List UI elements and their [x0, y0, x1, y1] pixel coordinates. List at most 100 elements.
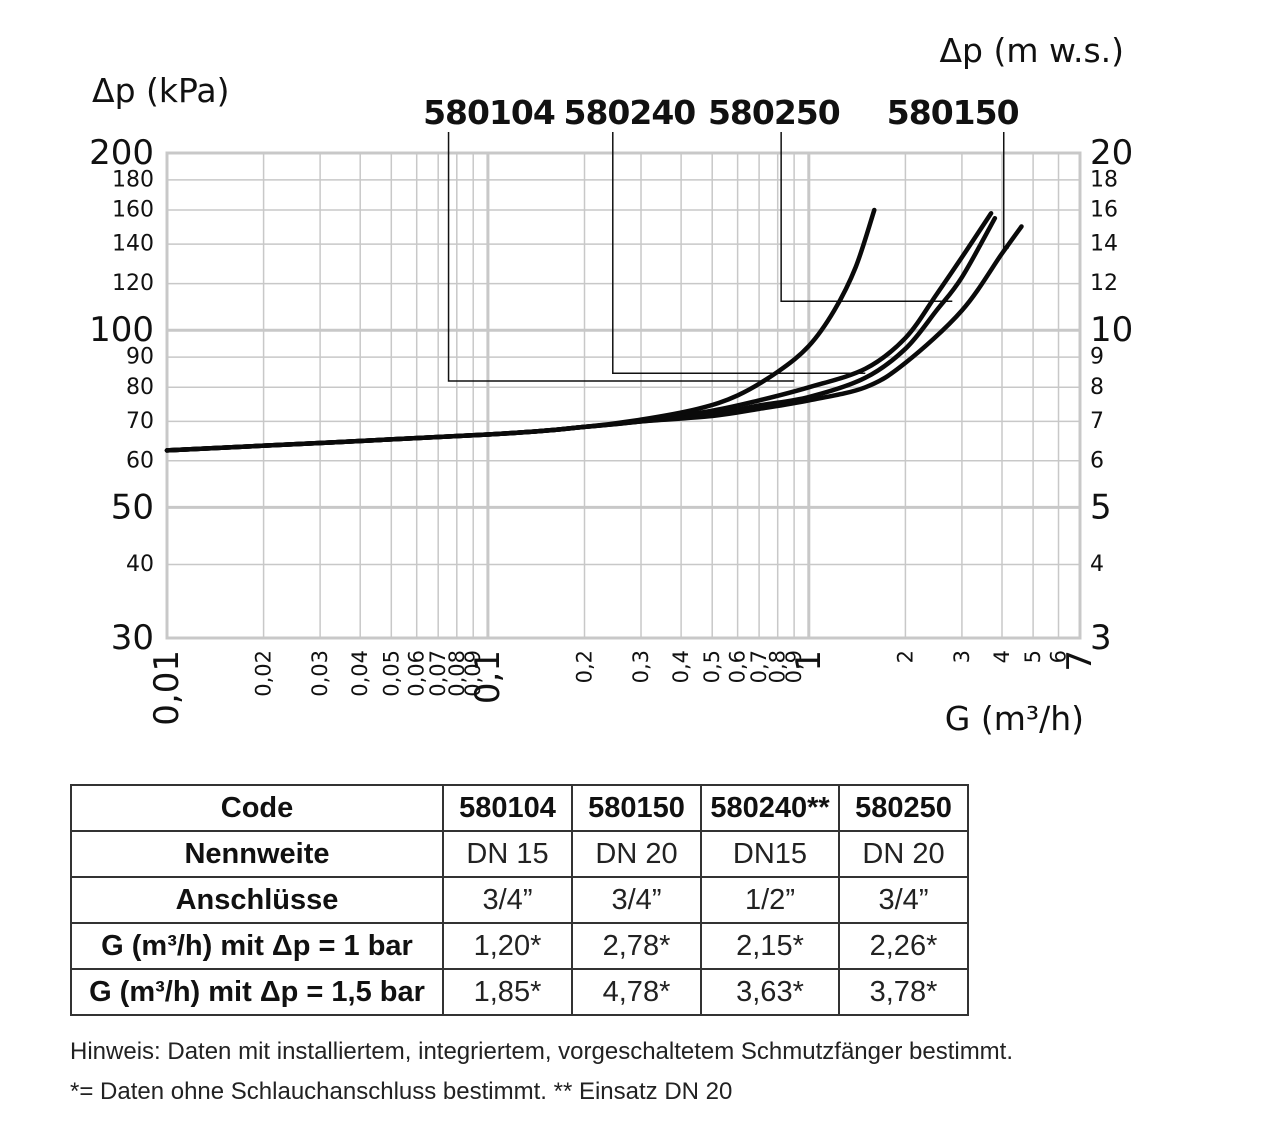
- table-cell: 4,78*: [571, 968, 702, 1016]
- table-header-cell: 580240**: [700, 784, 840, 832]
- table-cell: 3,63*: [700, 968, 840, 1016]
- table-cell: 1,20*: [442, 922, 573, 970]
- plot-frame: [165, 151, 1082, 640]
- x-tick-label: 0,02: [252, 650, 276, 697]
- table-row: G (m³/h) mit Δp = 1,5 bar 1,85* 4,78* 3,…: [70, 968, 969, 1016]
- table-header-cell: 580150: [571, 784, 702, 832]
- x-tick-label: 0,05: [379, 650, 403, 697]
- x-tick-label: 0,01: [147, 650, 187, 726]
- x-tick-label: 0,2: [573, 650, 597, 683]
- x-tick-label: 6: [1047, 650, 1071, 663]
- table-header-cell: 580250: [838, 784, 969, 832]
- table-header-code: Code: [70, 784, 444, 832]
- y2-tick-label: 10: [1090, 310, 1133, 350]
- y-tick-label: 140: [112, 232, 154, 257]
- table-cell: 3,78*: [838, 968, 969, 1016]
- x-tick-label: 0,09: [461, 650, 485, 697]
- y2-tick-label: 7: [1090, 409, 1104, 434]
- code-leader-lines: [447, 132, 1009, 382]
- x-tick-label: 7: [1060, 650, 1100, 672]
- leader-line-580240: [612, 132, 866, 375]
- y-tick-label: 60: [126, 448, 154, 473]
- y2-tick-label: 5: [1090, 487, 1112, 527]
- table-cell: 1/2”: [700, 876, 840, 924]
- y2-tick-label: 18: [1090, 167, 1118, 192]
- leader-line-580104: [447, 132, 795, 382]
- x-tick-label: 0,07: [426, 650, 450, 697]
- x-tick-label: 0,6: [726, 650, 750, 683]
- y-tick-label: 30: [111, 618, 154, 658]
- y-tick-label: 160: [112, 198, 154, 223]
- note-line-2: *= Daten ohne Schlauchanschluss bestimmt…: [70, 1078, 733, 1105]
- y2-tick-label: 3: [1090, 618, 1112, 658]
- code-label: 580150: [887, 93, 1019, 132]
- x-tick-label: 1: [789, 650, 829, 672]
- y-tick-label: 40: [126, 552, 154, 577]
- y2-tick-label: 16: [1090, 198, 1118, 223]
- spec-table: Code 580104 580150 580240** 580250 Nennw…: [70, 784, 969, 1016]
- table-cell: DN 20: [571, 830, 702, 878]
- x-tick-label: 0,03: [308, 650, 332, 697]
- table-cell: DN15: [700, 830, 840, 878]
- y-tick-label: 80: [126, 375, 154, 400]
- table-row-label: G (m³/h) mit Δp = 1,5 bar: [70, 968, 444, 1016]
- note-line-1: Hinweis: Daten mit installiertem, integr…: [70, 1038, 1014, 1065]
- table-cell: 2,15*: [700, 922, 840, 970]
- code-label: 580250: [708, 93, 840, 132]
- table-cell: 2,78*: [571, 922, 702, 970]
- table-cell: 3/4”: [838, 876, 969, 924]
- y-tick-label: 200: [89, 133, 154, 173]
- table-cell: DN 15: [442, 830, 573, 878]
- y-tick-label: 100: [89, 310, 154, 350]
- chart-series: [164, 207, 1024, 453]
- x-tick-label: 0,04: [348, 650, 372, 697]
- y-tick-label: 120: [112, 271, 154, 296]
- x-tick-label: 0,9: [782, 650, 806, 683]
- leader-line-580150: [1002, 132, 1009, 249]
- series-line-580240: [164, 211, 994, 453]
- table-row: G (m³/h) mit Δp = 1 bar 1,20* 2,78* 2,15…: [70, 922, 969, 970]
- y2-tick-label: 12: [1090, 271, 1118, 296]
- table-row-label: Anschlüsse: [70, 876, 444, 924]
- x-tick-label: 0,8: [766, 650, 790, 683]
- y-tick-label: 90: [126, 345, 154, 370]
- x-axis-title: G (m³/h): [945, 699, 1084, 738]
- table-row-label: G (m³/h) mit Δp = 1 bar: [70, 922, 444, 970]
- table-row-label: Nennweite: [70, 830, 444, 878]
- x-tick-label: 0,1: [468, 650, 508, 704]
- table-cell: 2,26*: [838, 922, 969, 970]
- x-tick-label: 0,3: [629, 650, 653, 683]
- y2-axis-title: Δp (m w.s.): [939, 31, 1124, 70]
- y2-tick-label: 9: [1090, 345, 1104, 370]
- x-tick-label: 4: [990, 650, 1014, 663]
- series-line-580250: [164, 215, 998, 453]
- table-cell: 1,85*: [442, 968, 573, 1016]
- y-axis-title: Δp (kPa): [92, 71, 230, 110]
- y2-tick-label: 8: [1090, 375, 1104, 400]
- x-tick-label: 0,7: [747, 650, 771, 683]
- table-cell: 3/4”: [442, 876, 573, 924]
- table-row: Nennweite DN 15 DN 20 DN15 DN 20: [70, 830, 969, 878]
- leader-line-580250: [780, 132, 953, 302]
- y2-tick-label: 20: [1090, 133, 1133, 173]
- series-line-580150: [164, 224, 1024, 453]
- table-row: Anschlüsse 3/4” 3/4” 1/2” 3/4”: [70, 876, 969, 924]
- y2-tick-label: 4: [1090, 552, 1104, 577]
- table-cell: DN 20: [838, 830, 969, 878]
- x-tick-label: 0,08: [445, 650, 469, 697]
- table-header-cell: 580104: [442, 784, 573, 832]
- x-axis-ticks: 0,01 0,02 0,03 0,04 0,05 0,060,070,080,090,1 0…: [147, 650, 1100, 726]
- y-tick-label: 50: [111, 487, 154, 527]
- y2-tick-label: 6: [1090, 448, 1104, 473]
- x-tick-label: 0,4: [669, 650, 693, 683]
- x-tick-label: 5: [1021, 650, 1045, 663]
- table-header-row: Code 580104 580150 580240** 580250: [70, 784, 969, 832]
- chart-grid: [165, 151, 1082, 640]
- code-label: 580240: [563, 93, 695, 132]
- x-tick-label: 0,06: [405, 650, 429, 697]
- y-tick-label: 70: [126, 409, 154, 434]
- code-label: 580104: [423, 93, 555, 132]
